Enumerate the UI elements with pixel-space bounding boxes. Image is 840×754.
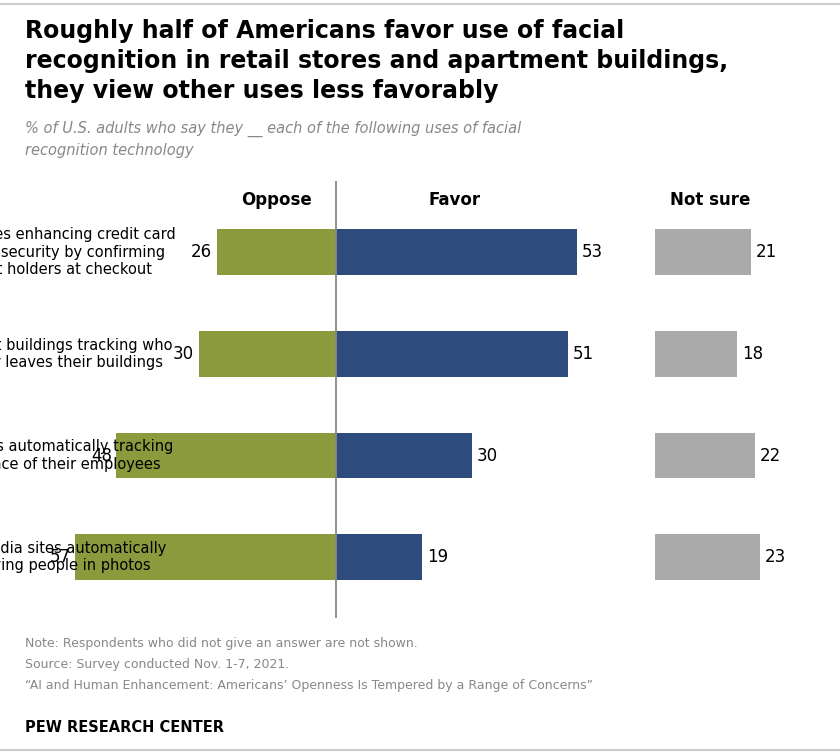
Text: Not sure: Not sure: [669, 192, 750, 210]
Text: Favor: Favor: [428, 192, 480, 210]
Text: “AI and Human Enhancement: Americans’ Openness Is Tempered by a Range of Concern: “AI and Human Enhancement: Americans’ Op…: [25, 679, 593, 692]
Text: 57: 57: [50, 548, 71, 566]
Bar: [655, 535, 760, 580]
Bar: [335, 433, 472, 479]
Bar: [335, 229, 577, 275]
Text: 21: 21: [755, 243, 777, 261]
Text: recognition in retail stores and apartment buildings,: recognition in retail stores and apartme…: [25, 49, 728, 73]
Text: % of U.S. adults who say they __ each of the following uses of facial
recognitio: % of U.S. adults who say they __ each of…: [25, 121, 522, 158]
Bar: [117, 433, 335, 479]
Text: 30: 30: [173, 345, 194, 363]
Bar: [655, 433, 755, 479]
Text: 48: 48: [91, 446, 112, 464]
Bar: [655, 331, 738, 377]
Text: Retail stores enhancing credit card
payment security by confirming
account holde: Retail stores enhancing credit card paym…: [0, 227, 176, 277]
Text: Note: Respondents who did not give an answer are not shown.: Note: Respondents who did not give an an…: [25, 637, 418, 650]
Text: they view other uses less favorably: they view other uses less favorably: [25, 79, 499, 103]
Text: Oppose: Oppose: [241, 192, 312, 210]
Text: Apartment buildings tracking who
enters or leaves their buildings: Apartment buildings tracking who enters …: [0, 338, 173, 370]
Text: PEW RESEARCH CENTER: PEW RESEARCH CENTER: [25, 720, 224, 735]
Bar: [76, 535, 335, 580]
Text: 53: 53: [582, 243, 603, 261]
Text: 30: 30: [477, 446, 498, 464]
Text: 19: 19: [427, 548, 448, 566]
Text: Social media sites automatically
identifying people in photos: Social media sites automatically identif…: [0, 541, 166, 574]
Text: Companies automatically tracking
attendance of their employees: Companies automatically tracking attenda…: [0, 440, 174, 472]
Bar: [198, 331, 335, 377]
Bar: [655, 229, 751, 275]
Bar: [335, 331, 569, 377]
Bar: [335, 535, 423, 580]
Bar: [217, 229, 335, 275]
Text: Roughly half of Americans favor use of facial: Roughly half of Americans favor use of f…: [25, 19, 624, 43]
Text: 22: 22: [760, 446, 781, 464]
Text: 18: 18: [742, 345, 763, 363]
Text: 23: 23: [764, 548, 786, 566]
Text: Source: Survey conducted Nov. 1-7, 2021.: Source: Survey conducted Nov. 1-7, 2021.: [25, 658, 290, 671]
Text: 51: 51: [573, 345, 594, 363]
Text: 26: 26: [192, 243, 213, 261]
